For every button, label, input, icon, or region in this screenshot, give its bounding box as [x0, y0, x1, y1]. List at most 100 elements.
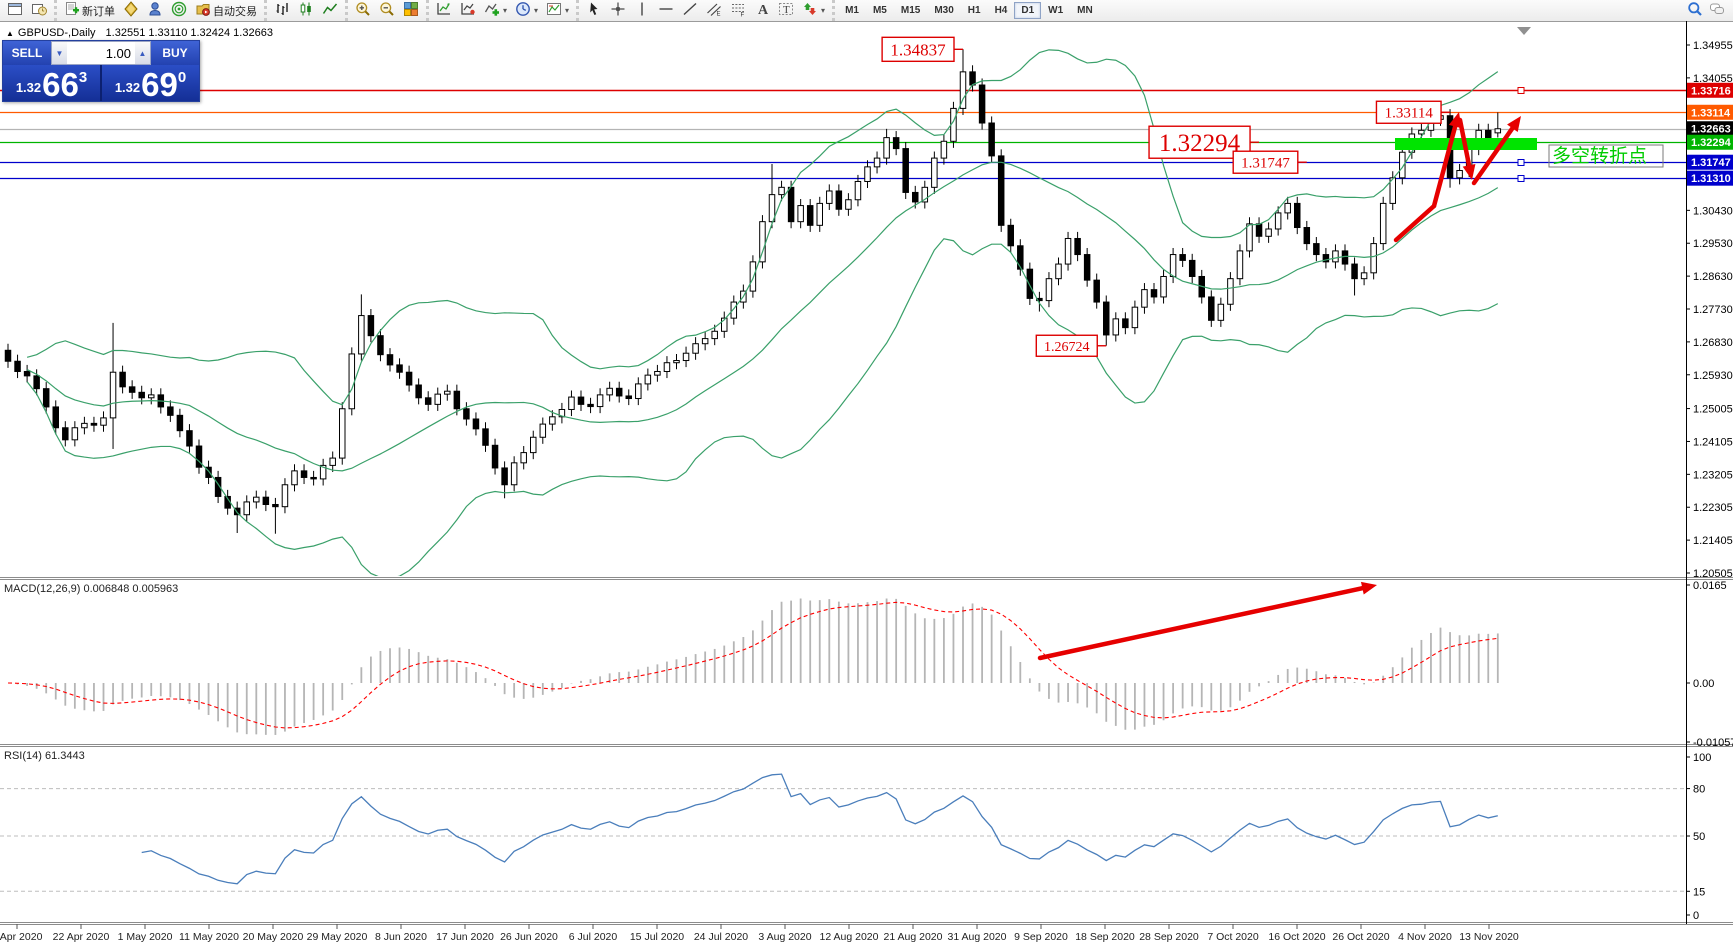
timeframe-m5-button[interactable]: M5 — [872, 5, 887, 16]
ohlc-values: 1.32551 1.33110 1.32424 1.32663 — [105, 27, 273, 39]
svg-text:1.32294: 1.32294 — [1691, 137, 1732, 149]
radar-button[interactable] — [167, 0, 191, 22]
vertical-line-button[interactable] — [630, 0, 654, 22]
timeframe-m1-button[interactable]: M1 — [845, 5, 859, 16]
data-window-button[interactable] — [456, 0, 480, 22]
svg-text:26 Jun 2020: 26 Jun 2020 — [500, 931, 558, 943]
data-window-icon — [460, 1, 476, 20]
period-clock-button[interactable]: ▾ — [511, 0, 542, 22]
svg-text:1.32294: 1.32294 — [1159, 130, 1241, 157]
svg-text:15 Jul 2020: 15 Jul 2020 — [630, 931, 684, 943]
axis-price-tag: 1.32663 — [1687, 121, 1733, 137]
bar-chart-button[interactable] — [270, 0, 294, 22]
svg-text:15: 15 — [1693, 886, 1705, 898]
text-label-button[interactable]: T — [774, 0, 798, 22]
timeframe-mn-button[interactable]: MN — [1077, 5, 1093, 16]
chart-surface[interactable]: 1.348371.331141.322941.317471.26724多空转折点… — [0, 21, 1733, 943]
line-chart-icon — [322, 1, 338, 20]
sell-price[interactable]: 1.32 66 3 — [3, 65, 102, 101]
one-click-trading-panel: SELL ▼ ▲ BUY 1.32 66 3 1.32 69 0 — [2, 40, 200, 102]
line-handle[interactable] — [1517, 159, 1525, 166]
candlestick-chart-button[interactable] — [294, 0, 318, 22]
fibonacci-icon: F — [730, 1, 746, 20]
price-label-1.31747[interactable]: 1.31747 — [1232, 150, 1307, 174]
timeframe-m30-button[interactable]: M30 — [934, 5, 954, 16]
window-button[interactable] — [3, 0, 27, 22]
svg-text:A: A — [758, 3, 769, 17]
cursor-icon — [586, 1, 602, 20]
line-handle[interactable] — [1517, 175, 1525, 182]
price-axis: 1.34955 1.34055 1.30430 1.29530 1.28630 1.277… — [1686, 40, 1733, 922]
trend-arrow[interactable] — [1457, 117, 1476, 180]
arrows-button[interactable]: ▾ — [798, 0, 829, 22]
svg-text:1.28630: 1.28630 — [1693, 271, 1733, 283]
buy-button[interactable]: BUY — [151, 41, 199, 65]
timeframe-h1-button[interactable]: H1 — [967, 5, 981, 16]
tile-windows-button[interactable] — [399, 0, 423, 22]
axis-price-tag: 1.31747 — [1687, 154, 1733, 170]
volume-decrease-button[interactable]: ▼ — [52, 42, 67, 64]
autotrading-button[interactable]: 自动交易 — [191, 0, 261, 22]
horizontal-line-button[interactable] — [654, 0, 678, 22]
period-clock-icon — [515, 1, 531, 20]
chart-shift-marker[interactable] — [1517, 27, 1531, 35]
svg-text:16 Oct 2020: 16 Oct 2020 — [1268, 931, 1325, 943]
cursor-button[interactable] — [582, 0, 606, 22]
add-indicator-button[interactable]: ▾ — [480, 0, 511, 22]
svg-text:3 Apr 2020: 3 Apr 2020 — [0, 931, 43, 943]
trend-arrow[interactable] — [1393, 112, 1462, 243]
price-label-1.33114[interactable]: 1.33114 — [1375, 100, 1451, 124]
svg-text:1.31747: 1.31747 — [1691, 157, 1731, 169]
svg-text:1.21405: 1.21405 — [1693, 535, 1733, 547]
svg-text:1.27730: 1.27730 — [1693, 304, 1733, 316]
text-button[interactable]: A — [750, 0, 774, 22]
fibonacci-button[interactable]: F — [726, 0, 750, 22]
vertical-line-icon — [634, 1, 650, 20]
svg-text:1.29530: 1.29530 — [1693, 238, 1733, 250]
line-handle[interactable] — [1517, 87, 1525, 94]
trend-arrow[interactable] — [1037, 581, 1377, 661]
svg-text:8 Jun 2020: 8 Jun 2020 — [375, 931, 427, 943]
trend-arrow[interactable] — [1471, 116, 1521, 186]
new-order-button[interactable]: 新订单 — [60, 0, 119, 22]
sell-button[interactable]: SELL — [3, 41, 51, 65]
template-button[interactable]: ▾ — [542, 0, 573, 22]
price-label-1.32294[interactable]: 1.32294 — [1148, 125, 1260, 159]
rsi-label: RSI(14) 61.3443 — [4, 750, 85, 762]
search-icon[interactable] — [1687, 1, 1703, 20]
crosshair-button[interactable] — [606, 0, 630, 22]
buy-price[interactable]: 1.32 69 0 — [114, 65, 187, 103]
arrows-icon — [802, 1, 818, 20]
chat-icon[interactable] — [1709, 1, 1725, 20]
volume-increase-button[interactable]: ▲ — [135, 42, 150, 64]
svg-text:多空转折点: 多空转折点 — [1552, 145, 1647, 167]
zoom-out-button[interactable] — [375, 0, 399, 22]
timeframe-d1-button[interactable]: D1 — [1014, 2, 1042, 19]
channel-button[interactable]: E — [702, 0, 726, 22]
trendline-button[interactable] — [678, 0, 702, 22]
axis-price-tag: 1.33716 — [1687, 82, 1733, 98]
timeframe-m15-button[interactable]: M15 — [900, 5, 921, 16]
volume-input[interactable] — [67, 42, 135, 64]
svg-text:21 Aug 2020: 21 Aug 2020 — [884, 931, 943, 943]
svg-text:12 Aug 2020: 12 Aug 2020 — [820, 931, 879, 943]
window-icon — [7, 1, 23, 20]
svg-text:1.33114: 1.33114 — [1385, 106, 1434, 122]
auto-arrange-button[interactable] — [432, 0, 456, 22]
price-label-1.26724[interactable]: 1.26724 — [1035, 334, 1107, 357]
annotation-turning-point[interactable]: 多空转折点 — [1548, 144, 1664, 168]
wand-button[interactable] — [119, 0, 143, 22]
template-icon — [546, 1, 562, 20]
expert-advisor-button[interactable] — [143, 0, 167, 22]
chart-title: ▲ GBPUSD-,Daily 1.32551 1.33110 1.32424 1.… — [6, 27, 273, 39]
zoom-in-button[interactable] — [351, 0, 375, 22]
timeframe-w1-button[interactable]: W1 — [1048, 5, 1064, 16]
timeframe-h4-button[interactable]: H4 — [994, 5, 1008, 16]
svg-text:F: F — [741, 13, 745, 18]
line-chart-button[interactable] — [318, 0, 342, 22]
svg-text:1.24105: 1.24105 — [1693, 436, 1733, 448]
price-label-1.34837[interactable]: 1.34837 — [881, 36, 963, 63]
profile-chart-button[interactable] — [27, 0, 51, 22]
svg-text:1.25005: 1.25005 — [1693, 404, 1733, 416]
collapse-triangle-icon[interactable]: ▲ — [6, 29, 14, 38]
